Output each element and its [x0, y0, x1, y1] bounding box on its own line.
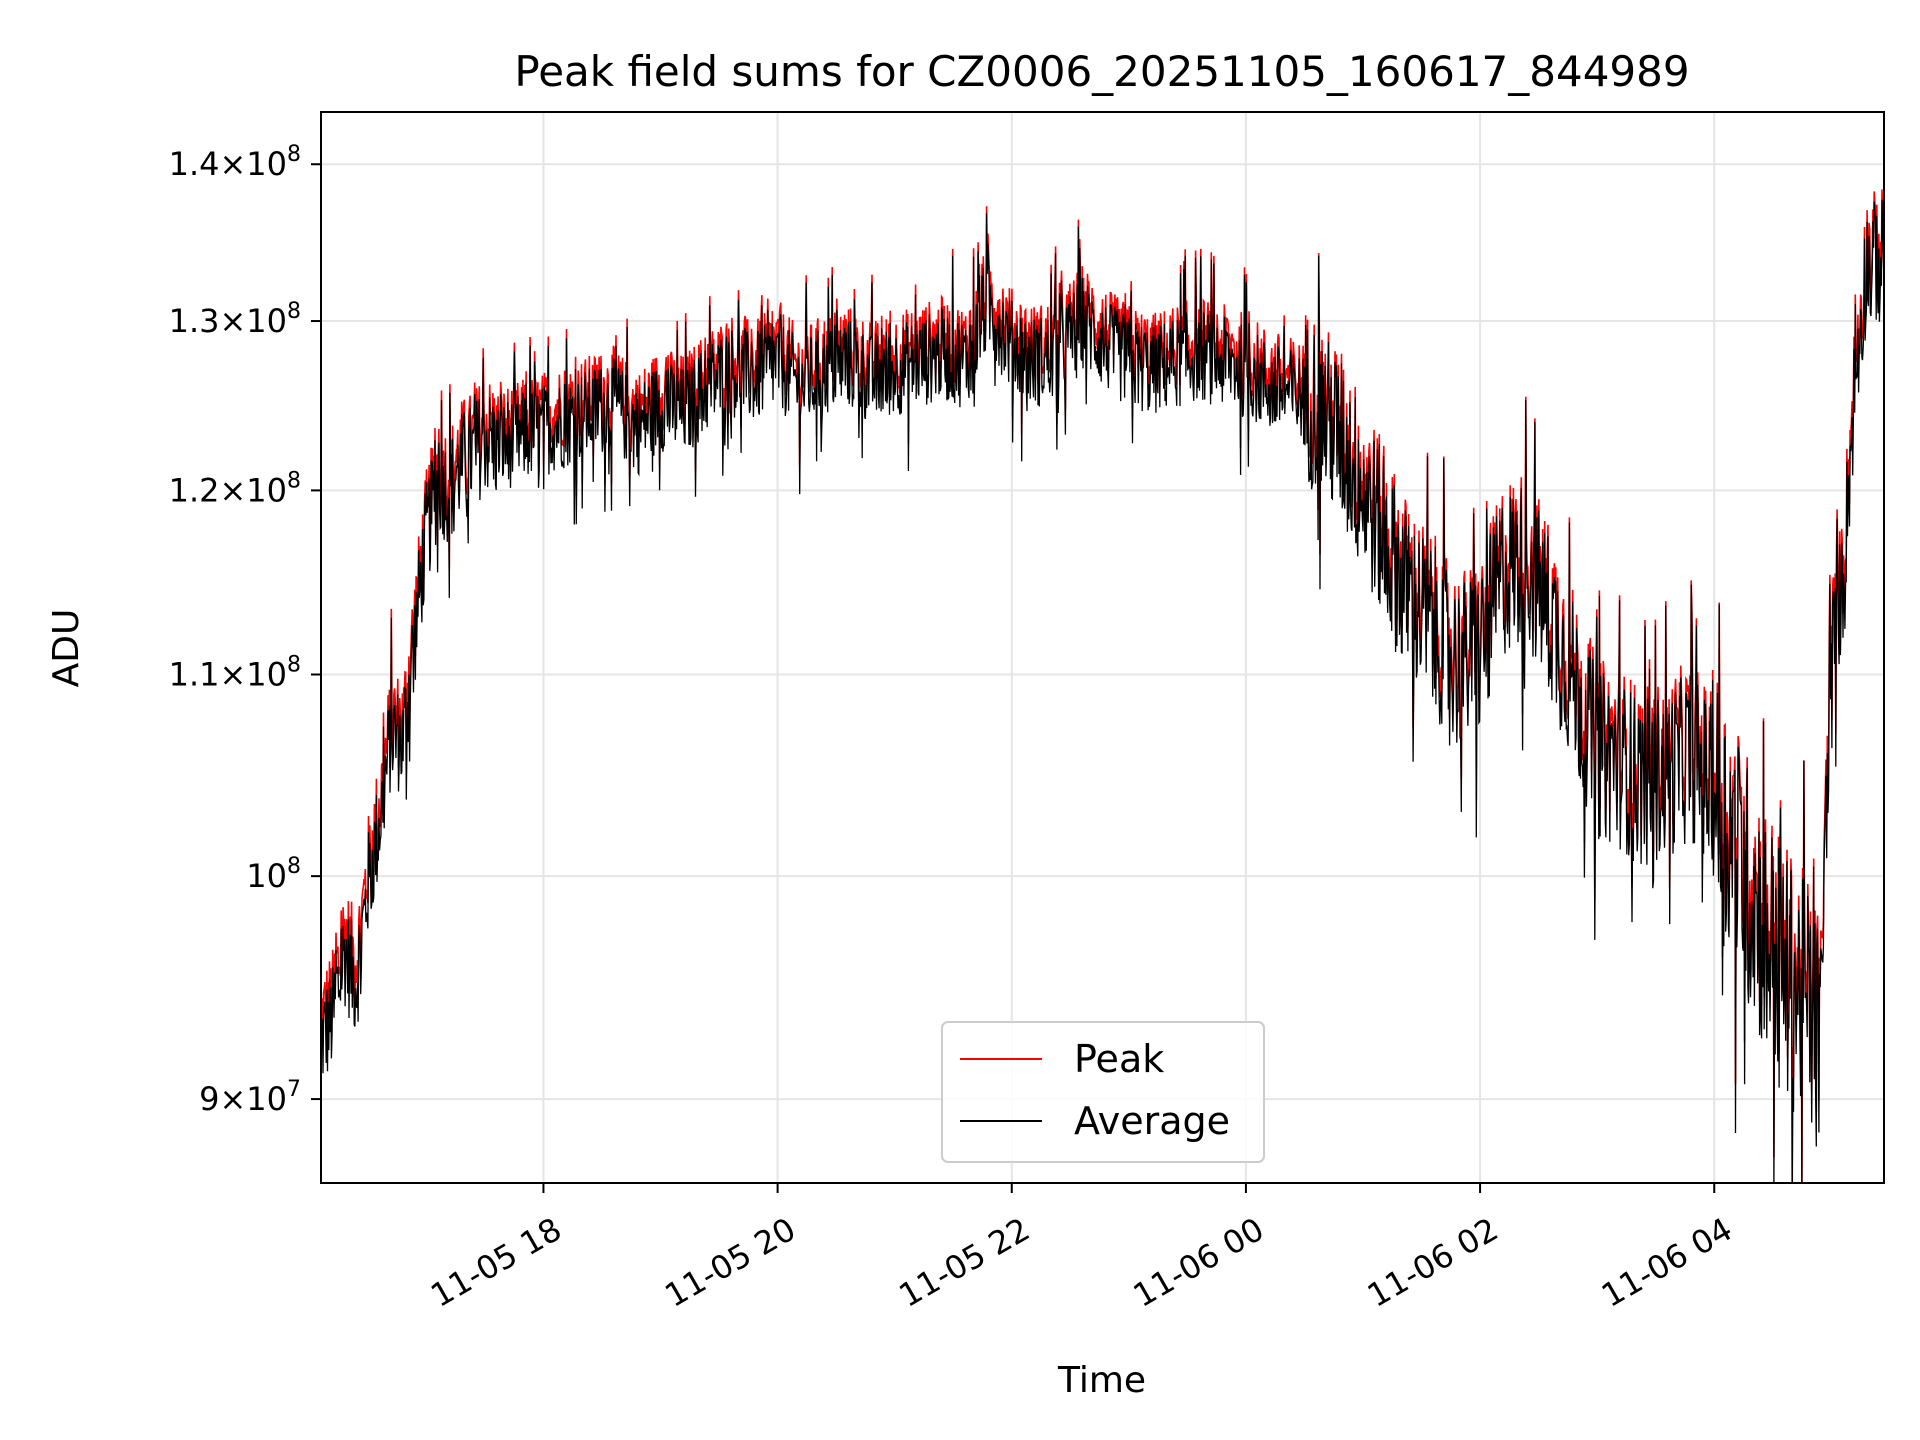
chart-title: Peak field sums for CZ0006_20251105_1606… — [514, 47, 1689, 96]
series-average-line — [321, 199, 1884, 1183]
legend-average-label: Average — [1074, 1099, 1230, 1143]
x-axis-label: Time — [1057, 1360, 1146, 1401]
y-axis-label: ADU — [46, 609, 87, 688]
plot-frame — [320, 111, 1885, 1184]
legend: Peak Average — [941, 1021, 1265, 1163]
legend-box — [941, 1021, 1265, 1163]
y-axis: 9×107 108 1.1×108 1.2×108 1.3×108 1.4×108 — [169, 142, 321, 1118]
y-tick-label: 1.2×108 — [169, 468, 301, 509]
legend-peak-label: Peak — [1074, 1037, 1164, 1081]
y-tick-label: 1.1×108 — [169, 652, 301, 693]
y-tick-label: 9×107 — [199, 1077, 301, 1118]
y-tick-label: 1.3×108 — [169, 299, 301, 340]
y-tick-label: 108 — [246, 854, 301, 895]
y-tick-label: 1.4×108 — [169, 142, 301, 183]
series-layer — [321, 189, 1884, 1183]
